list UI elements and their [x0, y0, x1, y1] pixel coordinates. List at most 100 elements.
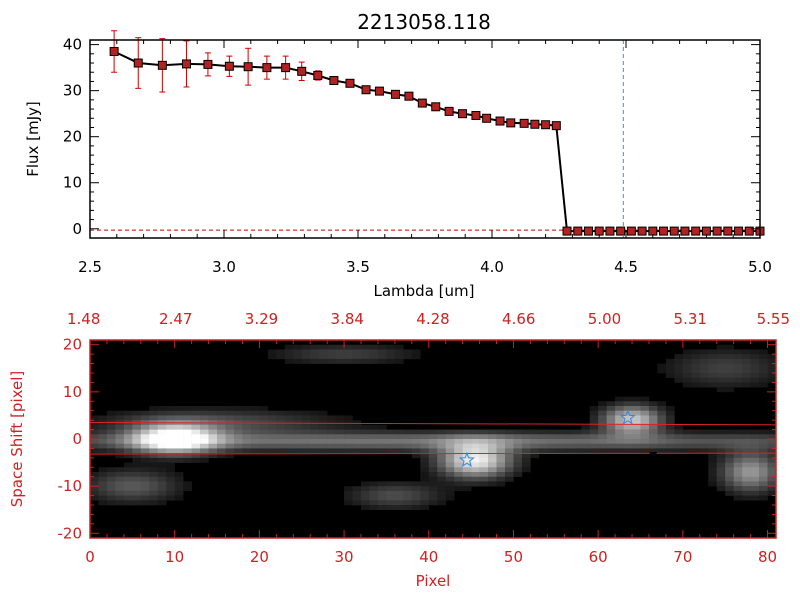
data-point — [530, 119, 540, 129]
image-cell — [691, 382, 701, 388]
image-cell — [572, 429, 582, 435]
image-cell — [123, 476, 133, 482]
image-cell — [140, 462, 150, 468]
image-cell — [250, 410, 260, 416]
data-point — [734, 226, 744, 236]
image-cell — [157, 486, 167, 492]
image-cell — [394, 358, 404, 364]
image-cell — [403, 354, 413, 360]
image-cell — [657, 415, 667, 421]
square-marker — [649, 452, 657, 459]
image-cell — [420, 472, 430, 478]
image-cell — [513, 439, 523, 445]
image-cell — [479, 472, 489, 478]
image-cell — [708, 453, 718, 459]
image-cell — [132, 453, 142, 459]
image-cell — [665, 358, 675, 364]
image-cell — [174, 476, 184, 482]
image-cell — [742, 467, 751, 473]
image-cell — [674, 358, 684, 364]
image-cell — [301, 434, 311, 440]
image-cell — [496, 443, 506, 449]
image-cell — [318, 354, 328, 360]
image-cell — [98, 415, 108, 421]
image-cell — [513, 448, 523, 454]
image-cell — [759, 486, 768, 492]
data-point — [431, 102, 441, 112]
image-cell — [632, 429, 641, 435]
image-cell — [420, 481, 430, 487]
image-cell — [310, 429, 319, 435]
data-point — [133, 58, 143, 68]
image-cell — [437, 439, 446, 445]
image-cell — [708, 448, 718, 454]
image-cell — [581, 439, 590, 445]
image-cell — [428, 472, 438, 478]
image-cell — [462, 434, 472, 440]
image-cell — [361, 354, 370, 360]
image-cell — [284, 434, 294, 440]
image-cell — [767, 453, 777, 459]
top-axis-wavelength-label: 5.31 — [674, 310, 707, 328]
image-cell — [589, 439, 599, 445]
image-cell — [759, 434, 768, 440]
image-cell — [657, 406, 667, 412]
image-cell — [471, 481, 480, 487]
image-cell — [716, 481, 726, 487]
image-cell — [310, 434, 319, 440]
image-cell — [369, 344, 379, 350]
source-star-marker — [458, 451, 475, 468]
image-cell — [115, 415, 125, 421]
image-cell — [725, 453, 734, 459]
extraction-trace — [89, 422, 777, 426]
image-cell — [301, 349, 311, 355]
image-cell — [691, 448, 701, 454]
image-cell — [327, 358, 336, 364]
image-cell — [479, 443, 489, 449]
data-point — [605, 226, 615, 236]
image-cell — [428, 476, 438, 482]
image-cell — [115, 490, 125, 496]
image-cell — [555, 429, 565, 435]
image-cell — [615, 434, 624, 440]
image-cell — [106, 476, 116, 482]
image-cell — [691, 363, 701, 369]
image-cell — [310, 443, 319, 449]
image-cell — [352, 439, 362, 445]
image-cell — [733, 467, 743, 473]
image-cell — [428, 439, 438, 445]
image-cell — [581, 434, 590, 440]
image-cell — [488, 434, 497, 440]
image-cell — [445, 467, 455, 473]
image-cell — [767, 434, 777, 440]
image-cell — [716, 349, 726, 355]
image-cell — [115, 500, 125, 506]
image-cell — [521, 434, 531, 440]
image-cell — [445, 434, 455, 440]
image-cell — [598, 415, 607, 421]
image-cell — [462, 472, 472, 478]
image-cell — [259, 429, 269, 435]
image-cell — [411, 453, 421, 459]
image-cell — [750, 457, 760, 463]
image-cell — [403, 481, 413, 487]
image-cell — [106, 481, 116, 487]
image-cell — [699, 349, 709, 355]
image-cell — [691, 354, 701, 360]
image-cell — [123, 443, 133, 449]
image-cell — [716, 377, 726, 383]
image-cell — [547, 439, 557, 445]
image-cell — [217, 434, 226, 440]
image-cell — [276, 434, 286, 440]
image-cell — [217, 415, 226, 421]
data-point — [444, 106, 454, 116]
image-cell — [708, 467, 718, 473]
image-cell — [471, 476, 480, 482]
image-cell — [479, 453, 489, 459]
image-cell — [217, 429, 226, 435]
image-cell — [293, 439, 303, 445]
image-cell — [267, 439, 277, 445]
image-cell — [174, 429, 184, 435]
x-tick-label: 4.5 — [614, 258, 638, 276]
